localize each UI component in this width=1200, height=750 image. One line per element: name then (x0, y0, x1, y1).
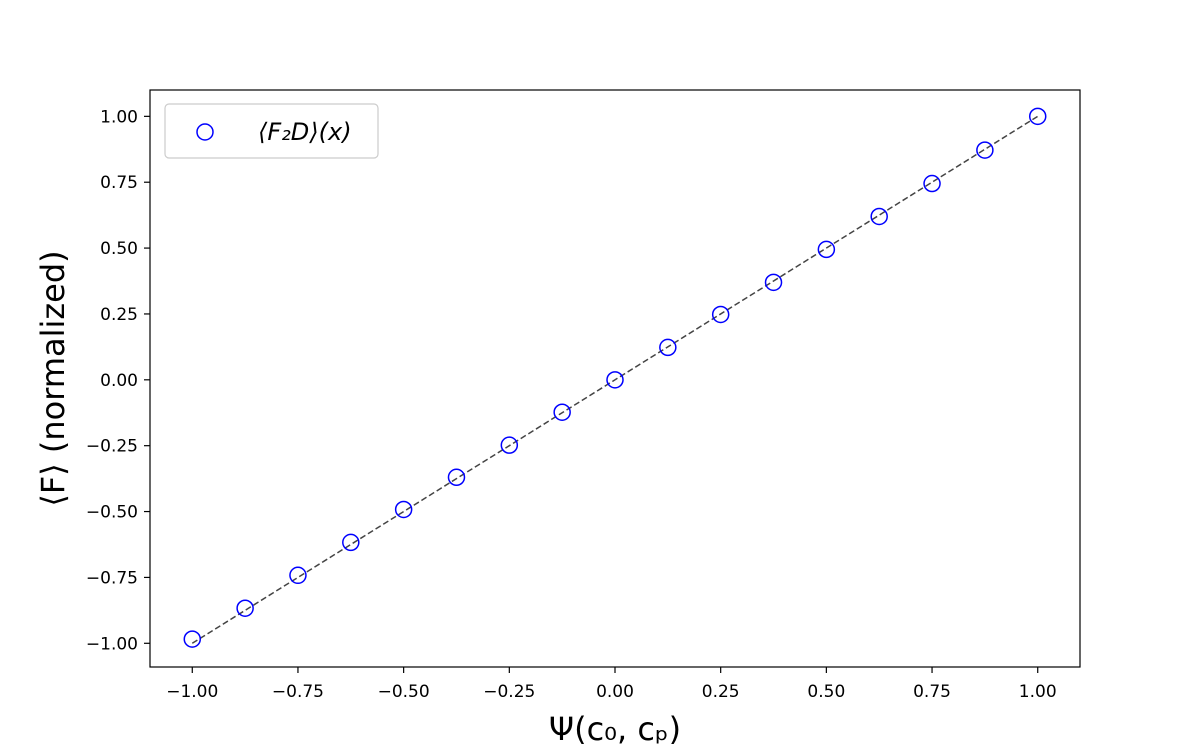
x-tick-label: 0.25 (702, 682, 740, 702)
data-point (976, 141, 994, 159)
data-point (236, 599, 254, 617)
data-point (342, 533, 360, 552)
legend-marker (196, 123, 214, 141)
x-tick-label: 0.75 (913, 682, 951, 702)
data-point (606, 371, 624, 389)
y-tick-label: −1.00 (86, 634, 138, 654)
data-point (553, 403, 571, 421)
y-tick-label: 0.00 (100, 371, 138, 391)
data-point (447, 468, 466, 487)
y-tick-label: 0.25 (100, 305, 138, 325)
x-axis-ticks: −1.00 −0.75 −0.50 −0.25 0.00 0.25 0.50 0.75 1.00 (166, 667, 1057, 702)
data-point (394, 500, 413, 519)
y-tick-label: −0.75 (86, 568, 138, 588)
data-point (923, 174, 941, 193)
y-tick-label: 1.00 (100, 107, 138, 127)
data-point (764, 273, 783, 292)
x-tick-label: −0.25 (483, 682, 535, 702)
x-tick-label: 0.50 (807, 682, 845, 702)
reference-line (191, 115, 1039, 644)
y-tick-label: 0.75 (100, 173, 138, 193)
legend-label: ⟨F₂D⟩(x) (258, 118, 352, 146)
data-point (500, 436, 519, 454)
y-tick-label: −0.50 (86, 503, 138, 523)
x-axis-label: Ψ(c₀, cₚ) (549, 710, 681, 748)
data-point (289, 566, 307, 585)
reference-line-layer (191, 115, 1039, 644)
data-point (1028, 107, 1047, 126)
data-point (183, 630, 202, 648)
y-axis-ticks: −1.00 −0.75 −0.50 −0.25 0.00 0.25 0.50 0.75 1.00 (86, 107, 150, 654)
data-point (870, 207, 888, 226)
data-point (817, 240, 836, 259)
y-tick-label: −0.25 (86, 437, 138, 457)
y-tick-label: 0.50 (100, 239, 138, 259)
x-tick-label: −0.50 (378, 682, 430, 702)
legend: ⟨F₂D⟩(x) (164, 103, 379, 159)
x-tick-label: 1.00 (1019, 682, 1057, 702)
data-points-layer (183, 107, 1047, 648)
data-point (659, 338, 677, 357)
x-tick-label: 0.00 (596, 682, 634, 702)
data-point (711, 305, 730, 324)
x-tick-label: −0.75 (272, 682, 324, 702)
legend-box (164, 103, 379, 159)
x-tick-label: −1.00 (166, 682, 218, 702)
y-axis-label: ⟨F⟩ (normalized) (34, 250, 72, 506)
